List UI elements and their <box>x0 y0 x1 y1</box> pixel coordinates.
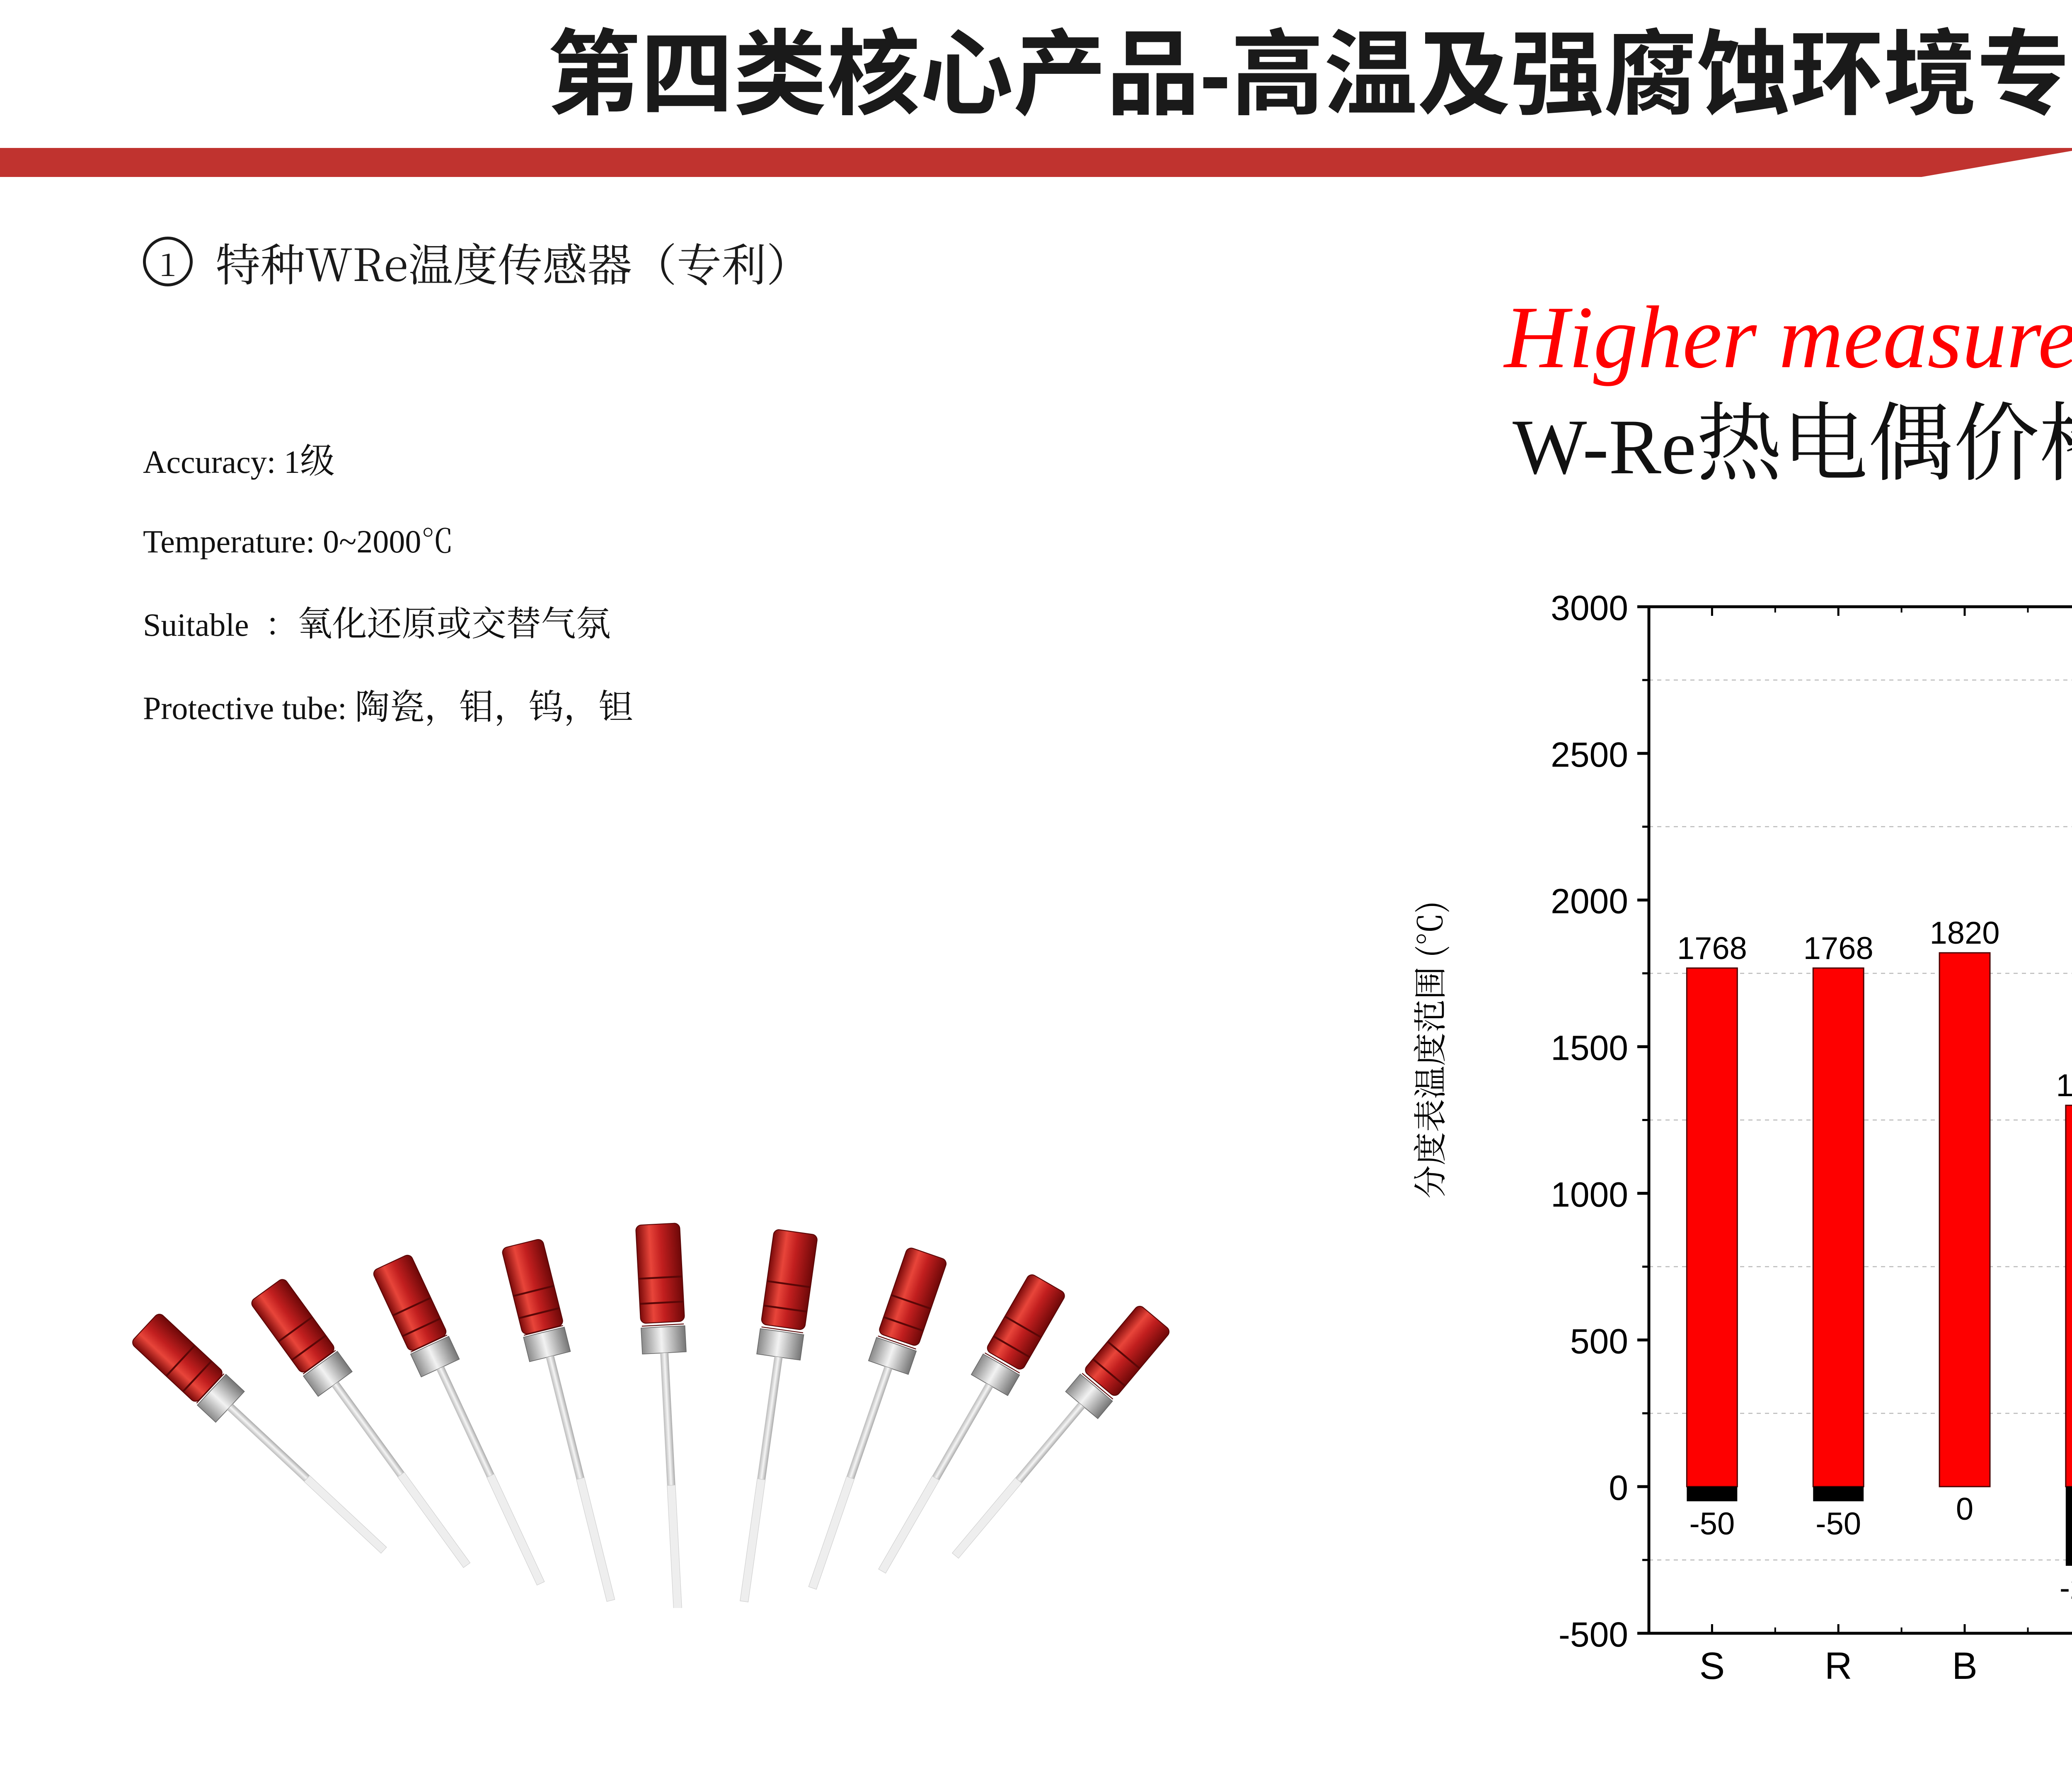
svg-text:1820: 1820 <box>1929 915 1999 951</box>
svg-text:0: 0 <box>1609 1468 1628 1507</box>
svg-text:0: 0 <box>1956 1492 1973 1527</box>
svg-text:-270: -270 <box>2060 1571 2072 1606</box>
svg-text:3000: 3000 <box>1551 588 1628 627</box>
svg-text:1300: 1300 <box>2056 1068 2072 1103</box>
svg-text:R: R <box>1825 1645 1852 1687</box>
svg-text:分度表温度范围 (℃): 分度表温度范围 (℃) <box>1404 901 1452 1199</box>
svg-text:S: S <box>1699 1645 1725 1687</box>
svg-text:1500: 1500 <box>1551 1029 1628 1068</box>
svg-text:2000: 2000 <box>1551 882 1628 921</box>
svg-text:2500: 2500 <box>1551 735 1628 774</box>
svg-text:B: B <box>1952 1645 1977 1687</box>
svg-text:-50: -50 <box>1689 1506 1735 1542</box>
svg-text:-500: -500 <box>1559 1615 1628 1654</box>
svg-text:1768: 1768 <box>1803 931 1874 966</box>
svg-text:1000: 1000 <box>1551 1175 1628 1214</box>
svg-text:500: 500 <box>1570 1322 1628 1361</box>
svg-text:-50: -50 <box>1815 1506 1861 1542</box>
svg-text:1768: 1768 <box>1677 931 1747 966</box>
